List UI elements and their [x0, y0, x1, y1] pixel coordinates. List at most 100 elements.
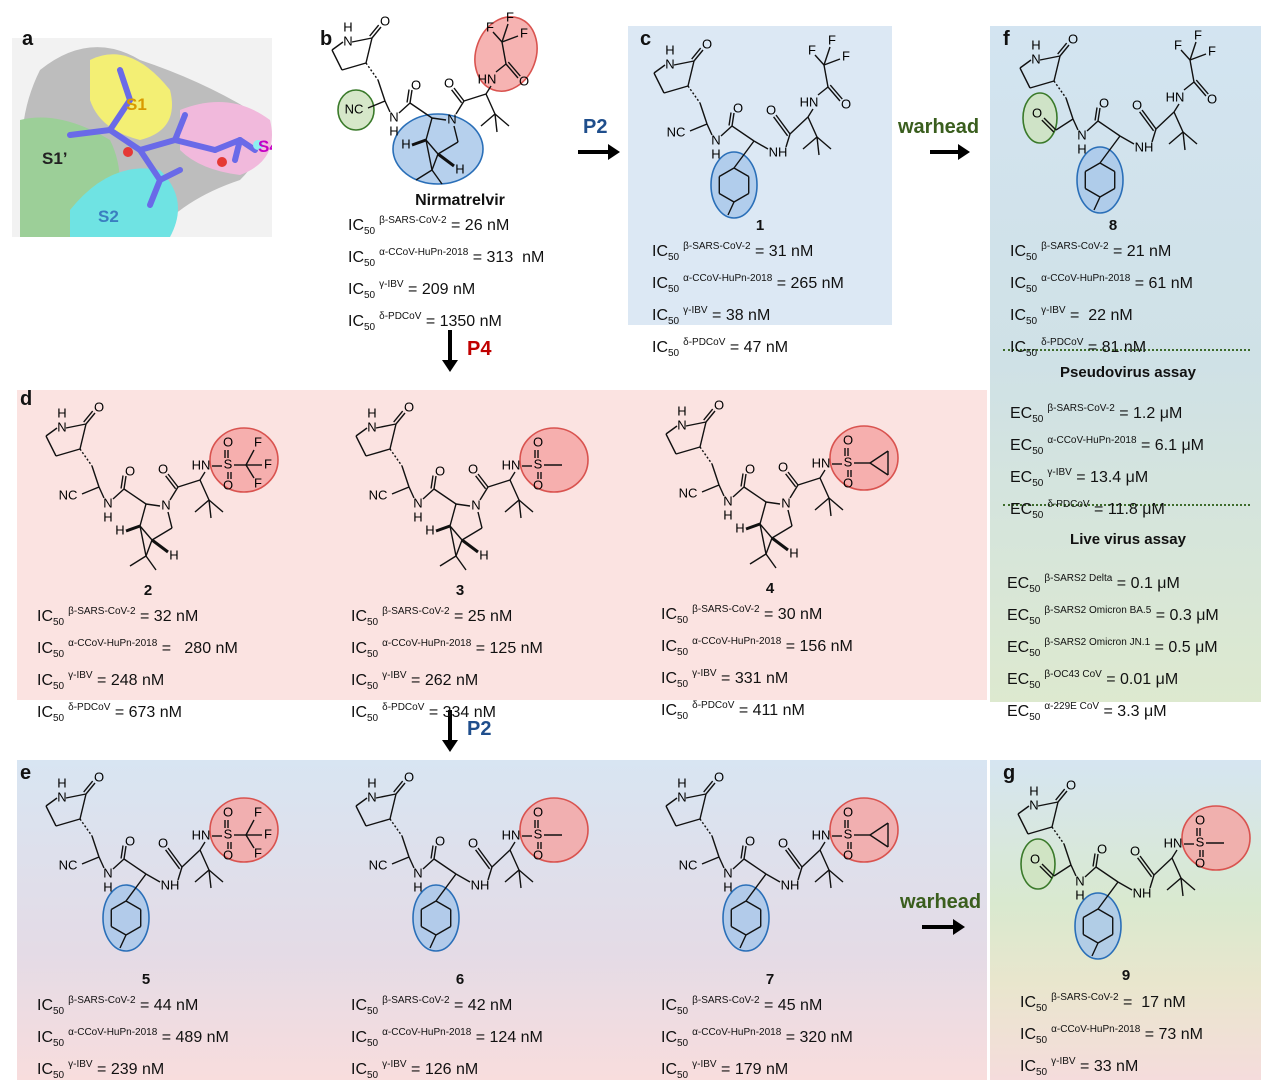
bond [420, 900, 437, 911]
bond [1055, 118, 1074, 131]
bond [199, 479, 210, 501]
bond [393, 780, 404, 793]
bond [663, 85, 689, 94]
atom-label: O [158, 461, 168, 476]
bond [711, 835, 720, 858]
bond [718, 167, 735, 178]
atom-label: O [1099, 95, 1109, 110]
activity-text: = 30 nM [759, 606, 823, 623]
bond [79, 793, 87, 820]
activity-text: IC [1010, 275, 1026, 292]
activity-value: IC50δ-PDCoV = 411 nM [661, 695, 853, 727]
bond [1065, 97, 1074, 120]
atom-label: O [533, 847, 543, 862]
activity-text: = 331 nM [716, 670, 789, 687]
activity-text: EC [1010, 501, 1033, 518]
activity-value: IC50β-SARS-CoV-2 = 21 nM [1010, 236, 1193, 268]
bond [355, 805, 367, 827]
atom-label: N [677, 417, 686, 432]
bond [711, 463, 720, 486]
pocket-label: S2 [98, 207, 119, 226]
bond [145, 503, 161, 507]
bond [119, 934, 127, 949]
activity-value: IC50β-SARS-CoV-2 = 26 nM [348, 210, 544, 242]
bond [485, 93, 496, 115]
bond [745, 522, 761, 531]
bond [745, 900, 762, 911]
bond [731, 112, 735, 127]
activity-text: β-SARS-CoV-2 [68, 606, 136, 617]
bond [422, 488, 435, 500]
bond [365, 37, 373, 64]
atom-label: N [1077, 127, 1086, 142]
bond [463, 93, 487, 102]
activity-text: 50 [1036, 1067, 1048, 1078]
atom-label: F [264, 826, 272, 841]
bond [665, 805, 677, 827]
atom-label: HN [192, 827, 211, 842]
bond [430, 475, 434, 489]
activity-text: γ-IBV [382, 1059, 407, 1070]
activity-text: 50 [367, 713, 379, 724]
atom-label: O [745, 833, 755, 848]
activity-text: IC [652, 339, 668, 356]
atom-label: HN [1166, 89, 1185, 104]
bond [1043, 117, 1057, 131]
activity-text: EC [1007, 607, 1030, 624]
bond [501, 41, 507, 65]
bond [749, 553, 767, 565]
bond [1182, 131, 1186, 151]
atom-label: F [264, 456, 272, 471]
activity-text: = 673 nM [110, 704, 182, 721]
bond [691, 47, 702, 60]
arrow-down-icon [442, 330, 458, 372]
activity-text: β-SARS-CoV-2 [692, 604, 760, 615]
bond [740, 473, 744, 487]
bond [785, 133, 791, 148]
bond [45, 427, 58, 437]
atom-label: H [455, 161, 464, 176]
atom-label: N [471, 497, 480, 512]
bond [785, 473, 797, 488]
bond [1093, 196, 1101, 211]
activity-value: EC50δ-PDCoV = 11.8 μM [1010, 494, 1204, 526]
highlight-ellipse [519, 427, 589, 493]
bond [1094, 107, 1098, 121]
bond [765, 553, 777, 569]
activity-text: 50 [677, 711, 689, 722]
bond [703, 408, 714, 421]
bond [828, 869, 844, 883]
atom-label: N [711, 132, 720, 147]
atom-label: F [842, 48, 850, 63]
atom-label: O [843, 432, 853, 447]
oxygen-atom [217, 157, 227, 167]
bond [1099, 162, 1116, 173]
activity-text: = 489 nM [157, 1029, 229, 1046]
bond [477, 511, 483, 529]
compound-number: 9 [1121, 967, 1131, 984]
atom-label: N [723, 493, 732, 508]
bond [123, 845, 127, 860]
bond [1084, 187, 1101, 198]
bond [475, 849, 491, 870]
activity-value: IC50γ-IBV = 179 nM [661, 1054, 853, 1084]
bond [91, 465, 100, 488]
bond [437, 141, 459, 155]
bond [431, 117, 447, 121]
bond [785, 849, 801, 870]
bond [733, 140, 755, 169]
atom-label: O [223, 477, 233, 492]
atom-label: H [723, 879, 732, 894]
bond [393, 410, 404, 423]
activity-value: EC50γ-IBV = 13.4 μM [1010, 462, 1204, 494]
protein-surface-image: S1 S1’ S2 S4 [12, 38, 272, 237]
bond [787, 847, 803, 868]
bond [431, 169, 443, 185]
bond [665, 797, 678, 807]
atom-label: O [94, 769, 104, 784]
bond [745, 925, 762, 936]
oxygen-atom [123, 147, 133, 157]
atom-label: N [1029, 797, 1038, 812]
